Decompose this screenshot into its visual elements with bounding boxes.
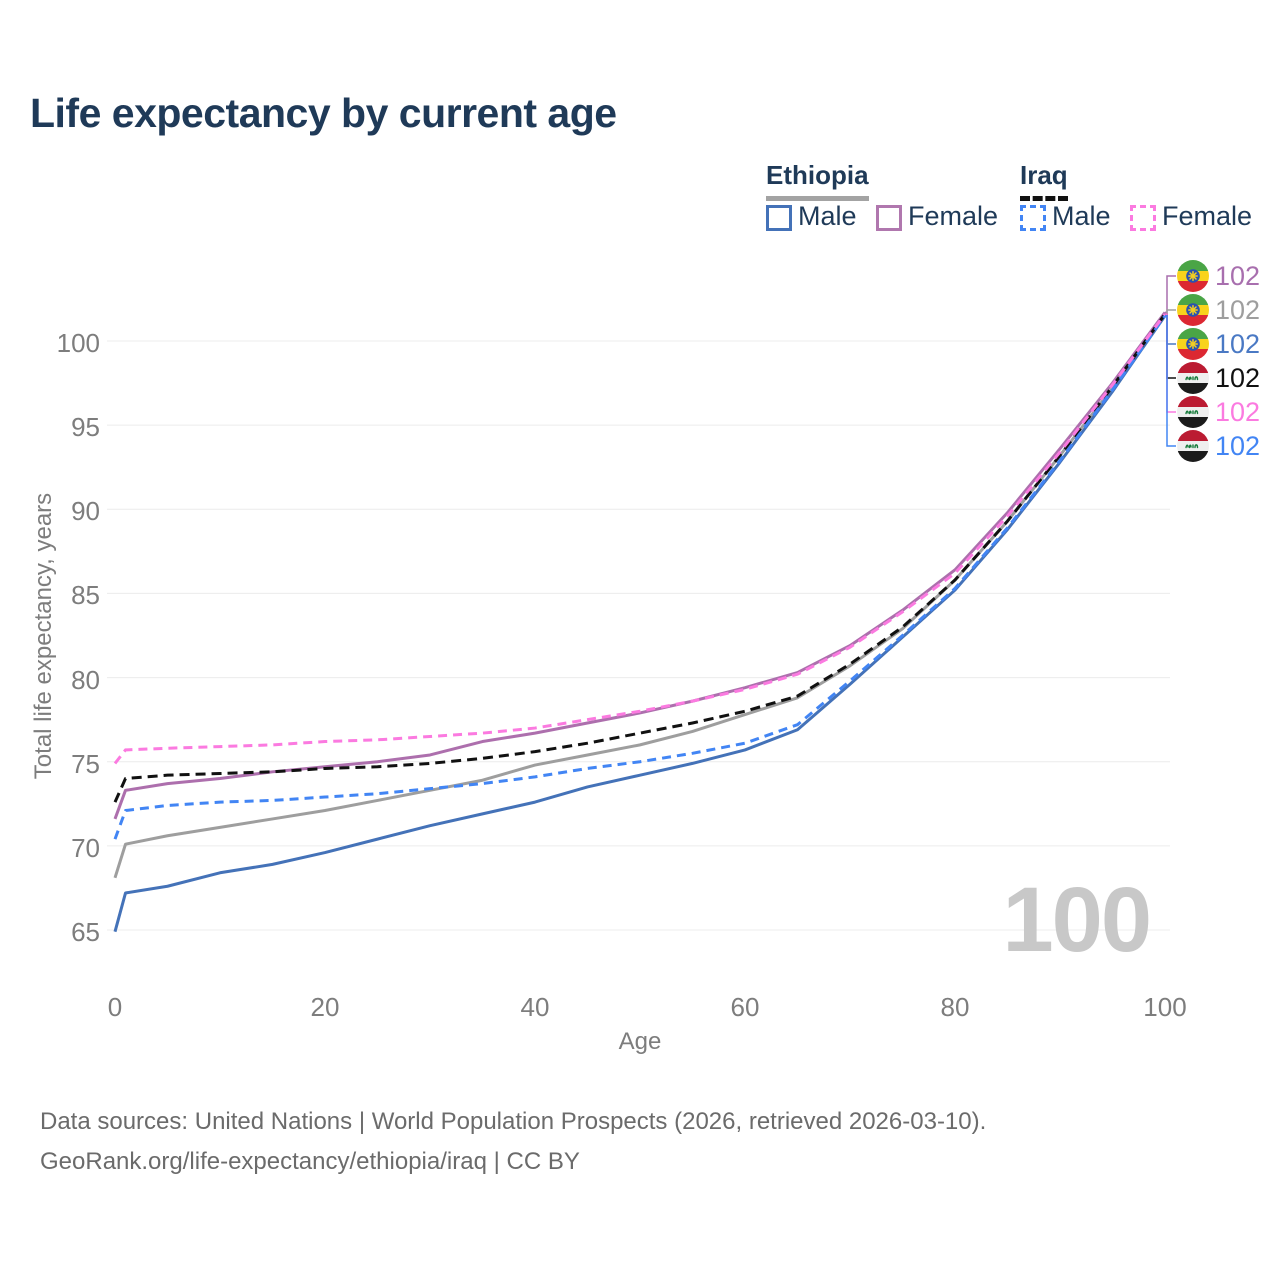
legend-label-iraq-male[interactable]: Male — [1052, 201, 1111, 231]
y-tick-100: 100 — [56, 328, 100, 358]
end-value: 102 — [1215, 363, 1261, 393]
y-axis-title: Total life expectancy, years — [30, 492, 57, 780]
iraq-flag-icon — [1177, 362, 1209, 394]
x-tick-20: 20 — [310, 992, 340, 1022]
x-tick-100: 100 — [1143, 992, 1187, 1022]
legend-label-ethiopia-male[interactable]: Male — [798, 201, 857, 231]
y-tick-75: 75 — [71, 749, 100, 779]
ethiopia-flag-icon — [1177, 260, 1209, 292]
page-title: Life expectancy by current age — [30, 90, 617, 136]
y-tick-80: 80 — [71, 665, 100, 695]
ethiopia-flag-icon — [1177, 294, 1209, 326]
x-tick-0: 0 — [107, 992, 123, 1022]
y-tick-95: 95 — [71, 412, 100, 442]
legend-swatch-ethiopia-female[interactable] — [876, 205, 902, 231]
x-tick-80: 80 — [940, 992, 970, 1022]
end-value: 102 — [1215, 431, 1261, 461]
ethiopia-flag-icon — [1177, 328, 1209, 360]
footer-data-sources: Data sources: United Nations | World Pop… — [40, 1108, 987, 1135]
legend-label-iraq-female[interactable]: Female — [1162, 201, 1253, 231]
legend-swatch-iraq-male[interactable] — [1020, 205, 1046, 231]
end-value: 102 — [1215, 295, 1261, 325]
y-tick-70: 70 — [71, 833, 100, 863]
footer-attribution: GeoRank.org/life-expectancy/ethiopia/ira… — [40, 1148, 580, 1175]
legend-group-ethiopia[interactable]: Ethiopia — [766, 160, 869, 201]
legend-group-iraq[interactable]: Iraq — [1020, 160, 1068, 201]
x-tick-40: 40 — [520, 992, 550, 1022]
legend-label-ethiopia-female[interactable]: Female — [908, 201, 999, 231]
iraq-flag-icon — [1177, 430, 1209, 462]
x-axis-title: Age — [618, 1028, 662, 1055]
y-tick-85: 85 — [71, 580, 100, 610]
iraq-flag-icon — [1177, 396, 1209, 428]
end-value: 102 — [1215, 329, 1261, 359]
age-watermark: 100 — [1002, 869, 1153, 971]
legend-swatch-iraq-female[interactable] — [1130, 205, 1156, 231]
end-value: 102 — [1215, 261, 1261, 291]
y-tick-90: 90 — [71, 496, 100, 526]
end-value: 102 — [1215, 397, 1261, 427]
legend-swatch-ethiopia-male[interactable] — [766, 205, 792, 231]
y-tick-65: 65 — [71, 917, 100, 947]
x-tick-60: 60 — [730, 992, 760, 1022]
